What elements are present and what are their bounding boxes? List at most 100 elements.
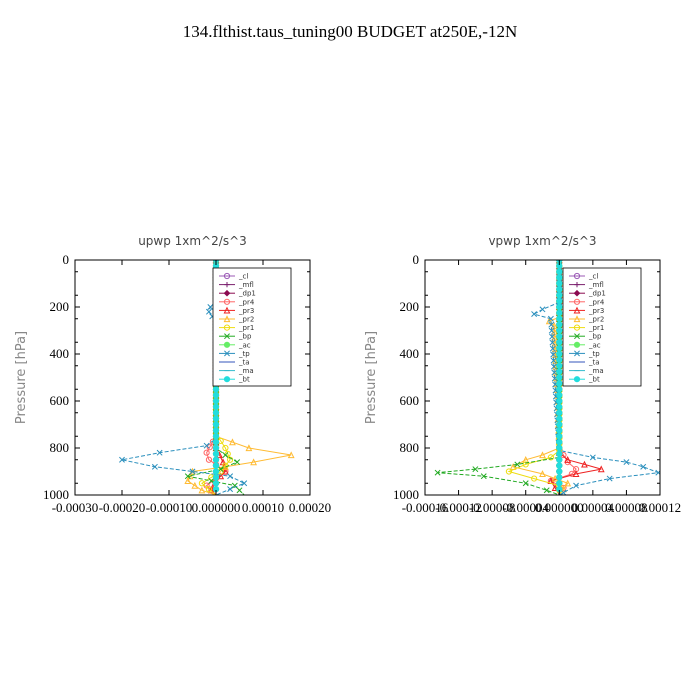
y-tick-label: 600 (50, 393, 70, 408)
data-point (151, 463, 158, 470)
series-bt (556, 260, 563, 495)
legend-marker (223, 298, 231, 305)
data-point (539, 306, 546, 313)
data-point (564, 456, 572, 463)
data-point (212, 474, 220, 481)
data-point (212, 403, 220, 410)
data-point (556, 321, 563, 328)
data-point (556, 274, 563, 281)
data-point (564, 479, 572, 487)
legend-marker (573, 306, 581, 314)
panel-title: vpwp 1xm^2/s^3 (488, 234, 596, 248)
legend-label: _pr2 (238, 316, 254, 324)
data-point (227, 456, 234, 463)
data-point (212, 386, 220, 393)
legend-marker (573, 298, 581, 305)
data-point (556, 309, 563, 316)
legend-label: _pr1 (588, 324, 604, 332)
data-point (556, 368, 563, 375)
x-tick-label: 0.00020 (289, 500, 331, 515)
data-point (655, 469, 660, 476)
data-point (205, 456, 213, 463)
legend: _cl_mfl_dp1_pr4_pr3_pr2_pr1_bp_ac_tp_ta_… (212, 267, 292, 387)
data-point (212, 409, 220, 416)
data-point (581, 460, 588, 468)
x-tick-label: 0.000000 (192, 500, 241, 515)
data-point (505, 468, 513, 475)
data-point (198, 486, 206, 494)
legend-marker (573, 324, 581, 331)
data-point (556, 298, 563, 305)
data-point (556, 356, 563, 363)
x-tick-label: -0.00030 (52, 500, 99, 515)
legend-marker (224, 333, 230, 340)
legend-marker (573, 376, 581, 383)
y-axis-label: Pressure [hPa] (364, 331, 379, 424)
legend-label: _cl (588, 273, 598, 281)
data-point (212, 421, 220, 428)
legend-label: _ac (588, 341, 601, 349)
data-point (597, 465, 605, 473)
chart-panel-1: upwp 1xm^2/s^3 Pressure [hPa] 0 200 400 600 80… (14, 234, 331, 515)
data-point (184, 473, 191, 480)
legend-label: _bp (238, 333, 252, 341)
y-tick-label: 0 (413, 252, 420, 267)
data-point (206, 444, 213, 451)
chart-panel-2: vpwp 1xm^2/s^3 Pressure [hPa] 0 200 400 600 80… (364, 234, 681, 515)
x-tick-label: -0.00010 (146, 500, 193, 515)
legend-label: _bp (588, 333, 602, 341)
y-tick-label: 600 (400, 393, 420, 408)
legend-marker (223, 341, 231, 348)
data-point (212, 439, 220, 446)
legend-marker (573, 289, 581, 297)
legend-label: _dp1 (588, 290, 606, 298)
y-tick-label: 800 (50, 440, 70, 455)
data-point (550, 351, 557, 358)
data-point (212, 444, 220, 452)
data-point (556, 397, 563, 405)
x-tick-label: 0.00010 (242, 500, 284, 515)
data-point (221, 467, 229, 475)
legend-label: _ma (238, 367, 254, 375)
data-point (212, 433, 220, 440)
legend-marker (223, 272, 231, 280)
legend-label: _pr3 (588, 307, 604, 315)
y-tick-label: 200 (50, 299, 70, 314)
data-point (556, 386, 563, 393)
x-tick-label: 0.00012 (639, 500, 681, 515)
data-point (556, 456, 563, 463)
data-point (556, 462, 563, 469)
legend-marker (573, 341, 581, 348)
data-point (212, 462, 220, 469)
data-point (549, 345, 556, 352)
data-point (556, 315, 563, 322)
legend-marker (223, 324, 231, 331)
data-point (547, 454, 554, 461)
legend-label: _pr4 (588, 298, 605, 306)
legend-label: _ac (238, 341, 251, 349)
x-tick-label: 0.00004 (572, 500, 615, 515)
legend-label: _ta (238, 359, 250, 367)
legend-label: _tp (588, 350, 600, 358)
legend-label: _bt (238, 376, 250, 384)
figure-title: 134.flthist.taus_tuning00 BUDGET at250E,… (182, 22, 518, 41)
y-tick-label: 1000 (393, 487, 419, 502)
plot-frame (424, 259, 661, 496)
x-tick-label: -0.00020 (99, 500, 146, 515)
data-point (212, 456, 220, 463)
data-point (623, 459, 630, 466)
data-point (556, 439, 563, 446)
data-point (191, 481, 199, 489)
data-point (212, 392, 220, 399)
data-point (556, 433, 563, 440)
plot-frame (74, 259, 311, 496)
data-point (522, 461, 529, 468)
data-point (224, 450, 231, 457)
data-point (472, 466, 479, 473)
data-point (556, 362, 563, 369)
data-point (156, 449, 163, 456)
legend-label: _mfl (588, 281, 604, 289)
data-point (556, 292, 563, 299)
data-point (205, 308, 212, 315)
